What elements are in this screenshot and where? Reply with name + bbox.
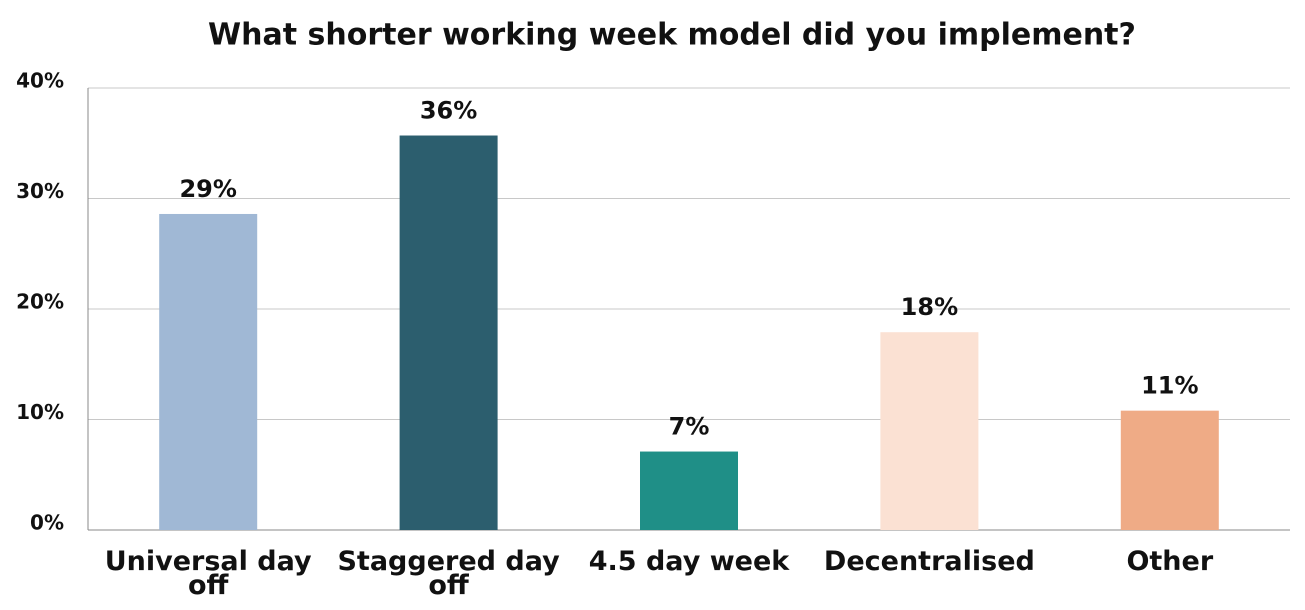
value-label: 29% xyxy=(179,175,236,203)
y-tick-label: 0% xyxy=(30,511,64,535)
value-label: 18% xyxy=(901,293,958,321)
bar xyxy=(399,135,498,530)
value-label: 7% xyxy=(669,413,710,441)
y-tick-label: 10% xyxy=(16,400,64,424)
y-tick-label: 40% xyxy=(16,69,64,93)
bar xyxy=(159,213,258,530)
bar xyxy=(880,332,979,530)
y-tick-label: 20% xyxy=(16,290,64,314)
x-tick-label: Staggered day off xyxy=(337,546,560,601)
x-tick-label: 4.5 day week xyxy=(588,546,790,577)
bar xyxy=(640,451,738,530)
value-label: 36% xyxy=(420,97,477,125)
value-label: 11% xyxy=(1141,372,1198,400)
bar xyxy=(1120,410,1219,530)
x-tick-label: Other xyxy=(1126,546,1214,577)
y-tick-label: 30% xyxy=(16,179,64,203)
chart-title: What shorter working week model did you … xyxy=(208,18,1136,53)
x-tick-label: Decentralised xyxy=(823,546,1035,577)
x-tick-label: Universal day off xyxy=(104,546,312,601)
